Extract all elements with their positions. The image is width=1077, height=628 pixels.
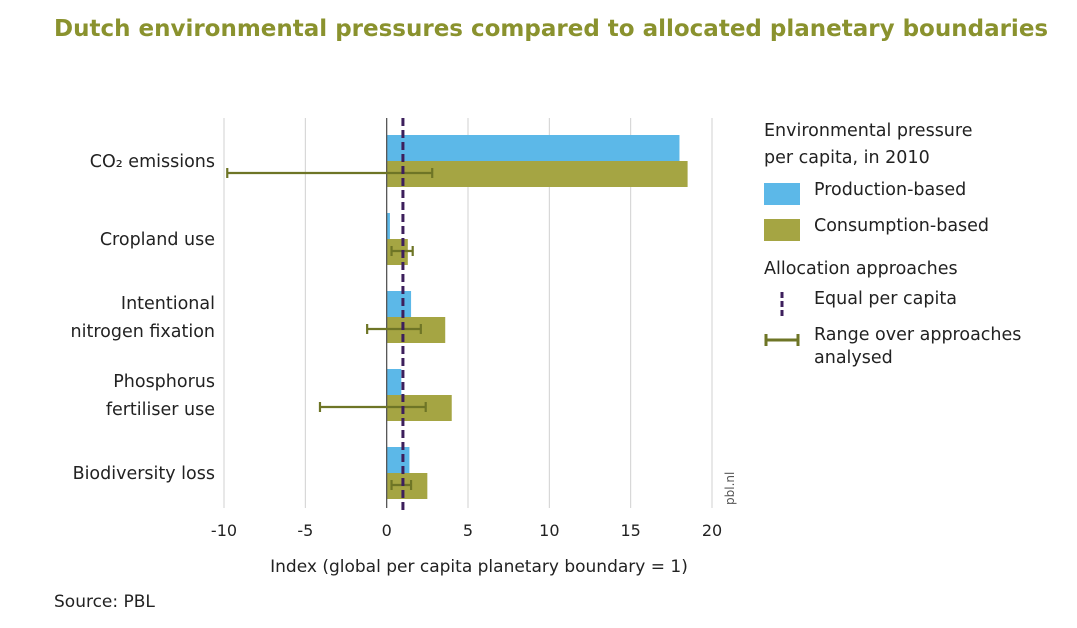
source-note: Source: PBL	[54, 592, 155, 612]
bars	[386, 135, 688, 499]
legend-item-consumption: Consumption-based	[764, 214, 1064, 250]
category-label: nitrogen fixation	[71, 322, 216, 342]
category-label: CO₂ emissions	[90, 152, 215, 172]
x-axis-label: Index (global per capita planetary bound…	[270, 557, 688, 577]
legend-label-range-line2: analysed	[814, 348, 893, 368]
bar-production	[386, 447, 410, 473]
bar-production	[386, 135, 680, 161]
legend-heading-allocation: Allocation approaches	[764, 259, 958, 279]
x-tick-label: 0	[382, 521, 392, 540]
category-labels: CO₂ emissions Cropland use Intentional nitr…	[71, 152, 216, 484]
legend-label-range: Range over approaches analysed	[814, 325, 1021, 368]
category-label: Intentional	[121, 294, 215, 314]
x-tick-label: 10	[539, 521, 559, 540]
x-tick-label: 15	[620, 521, 640, 540]
legend: Environmental pressure per capita, in 20…	[764, 118, 1064, 381]
x-tick-label: 20	[702, 521, 722, 540]
range-bar-icon	[764, 334, 800, 346]
legend-label-consumption: Consumption-based	[814, 216, 990, 236]
consumption-swatch	[764, 219, 800, 241]
bar-consumption	[386, 161, 688, 187]
dashed-line-icon	[780, 292, 784, 316]
x-tick-labels: -10 -5 0 5 10 15 20	[211, 521, 722, 540]
legend-label-range-line1: Range over approaches	[814, 325, 1022, 345]
category-label: Phosphorus	[113, 372, 215, 392]
legend-label-production: Production-based	[814, 180, 967, 200]
chart-title: Dutch environmental pressures compared t…	[54, 16, 1049, 42]
x-tick-label: 5	[463, 521, 473, 540]
x-tick-label: -10	[211, 521, 237, 540]
watermark: pbl.nl	[723, 472, 737, 505]
category-label: fertiliser use	[106, 400, 215, 420]
legend-heading-year: per capita, in 2010	[764, 148, 930, 168]
bar-production	[386, 291, 412, 317]
category-label: Cropland use	[100, 230, 215, 250]
range-bars	[226, 168, 434, 490]
production-swatch	[764, 183, 800, 205]
legend-item-range: Range over approaches analysed	[764, 323, 1064, 381]
legend-item-production: Production-based	[764, 178, 1064, 214]
bar-production	[386, 369, 402, 395]
legend-heading-pressure: Environmental pressure	[764, 121, 973, 141]
bar-production	[386, 213, 390, 239]
legend-item-equal: Equal per capita	[764, 287, 1064, 323]
legend-label-equal: Equal per capita	[814, 289, 957, 309]
category-label: Biodiversity loss	[73, 464, 215, 484]
x-tick-label: -5	[297, 521, 313, 540]
chart-canvas: CO₂ emissions Cropland use Intentional nitr…	[71, 118, 737, 577]
